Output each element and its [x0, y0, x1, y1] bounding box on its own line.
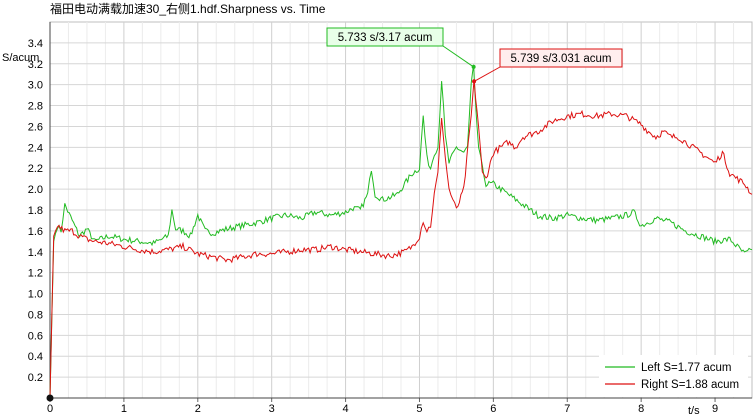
- y-tick-label: 0.6: [28, 330, 43, 342]
- y-axis-label: S/acum: [2, 52, 39, 64]
- series-layer: [46, 64, 753, 402]
- origin-marker: [46, 394, 54, 402]
- annotation-point: [472, 79, 477, 84]
- annotation-box: [499, 48, 623, 68]
- y-tick-label: 1.4: [28, 247, 43, 259]
- y-tick-label: 0.2: [28, 372, 43, 384]
- y-tick-label: 3.2: [28, 59, 43, 71]
- legend-label: Right S=1.88 acum: [641, 379, 739, 391]
- y-tick-label: 0.4: [28, 351, 43, 363]
- x-tick-label: 7: [564, 403, 570, 415]
- x-tick-label: 3: [269, 403, 275, 415]
- y-tick-label: 1.8: [28, 205, 43, 217]
- x-axis-label: t/s: [688, 405, 700, 417]
- tick-labels: 0.2 0.4 0.6 0.8 1.0 1.2 1.4 1.6 1.8 2.0 2.2 2.4 2.6 2…: [28, 38, 718, 415]
- x-tick-label: 6: [490, 403, 496, 415]
- y-tick-label: 2.2: [28, 163, 43, 175]
- annotation-box: [326, 27, 444, 47]
- y-tick-label: 3.0: [28, 80, 43, 92]
- x-tick-label: 1: [121, 403, 127, 415]
- y-tick-label: 1.6: [28, 226, 43, 238]
- x-tick-label: 5: [416, 403, 422, 415]
- annotation-label: 5.739 s/3.031 acum: [510, 53, 611, 65]
- x-tick-label: 0: [47, 403, 53, 415]
- annotation-leader: [473, 66, 501, 82]
- axes: [49, 22, 752, 402]
- x-tick-label: 4: [343, 403, 349, 415]
- chart-title: 福田电动满载加速30_右侧1.hdf.Sharpness vs. Time: [50, 1, 326, 16]
- annotation-leader: [442, 45, 474, 68]
- y-tick-label: 3.4: [28, 38, 43, 50]
- series-line-left: [49, 64, 753, 399]
- x-tick-label: 9: [712, 403, 718, 415]
- y-tick-label: 0.8: [28, 309, 43, 321]
- y-tick-label: 2.0: [28, 184, 43, 196]
- legend: Left S=1.77 acum Right S=1.88 acum: [599, 355, 748, 397]
- legend-label: Left S=1.77 acum: [641, 362, 731, 374]
- y-tick-label: 2.6: [28, 121, 43, 133]
- legend-box: [599, 355, 748, 397]
- y-tick-label: 2.8: [28, 101, 43, 113]
- x-tick-label: 2: [195, 403, 201, 415]
- y-tick-label: 2.4: [28, 142, 43, 154]
- annotation-point: [471, 64, 476, 69]
- grid: [49, 21, 753, 399]
- y-tick-label: 1.0: [28, 289, 43, 301]
- annotations: 5.733 s/3.17 acum 5.739 s/3.031 acum: [326, 27, 623, 84]
- annotation-label: 5.733 s/3.17 acum: [338, 32, 433, 44]
- series-line-right: [49, 78, 753, 399]
- x-tick-label: 8: [638, 403, 644, 415]
- y-tick-label: 1.2: [28, 268, 43, 280]
